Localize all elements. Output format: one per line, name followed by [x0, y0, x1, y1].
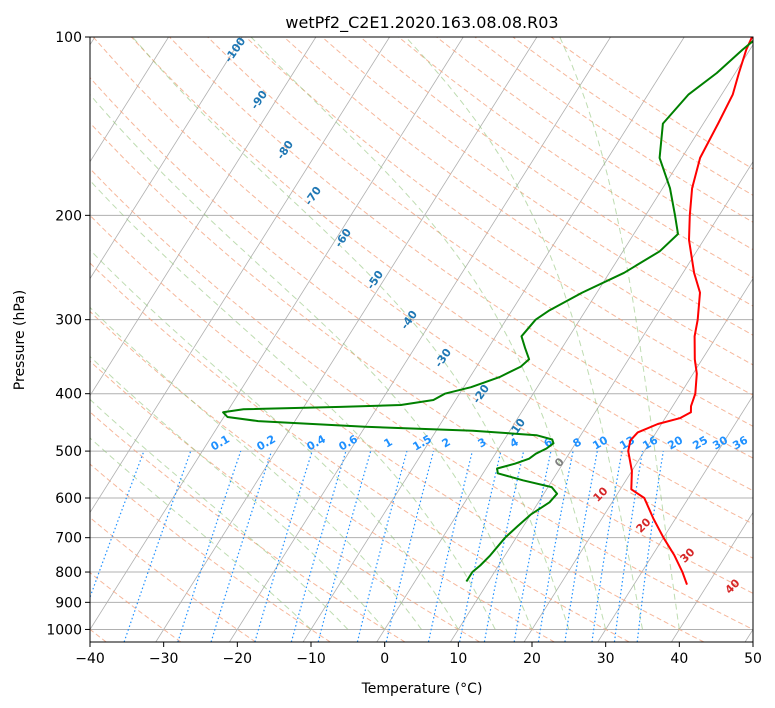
- y-axis: 1000 900 800 700 600 500 400 300 200 100: [46, 30, 90, 638]
- isotherm: [90, 37, 390, 514]
- x-tick-label: 40: [670, 651, 688, 667]
- background-lines: [90, 37, 753, 642]
- x-tick-label: −10: [296, 651, 326, 667]
- mixing-ratio-line: [385, 450, 435, 642]
- isotherm: [523, 277, 753, 642]
- x-axis-title: Temperature (°C): [361, 681, 483, 697]
- moist-adiabat: [405, 37, 643, 630]
- moist-adiabat: [132, 37, 570, 630]
- x-tick-label: 10: [449, 651, 467, 667]
- moist-adiabat: [90, 93, 533, 630]
- dry-adiabat: [245, 37, 753, 396]
- moist-adiabat: [90, 355, 386, 630]
- mixing-ratio-line: [210, 450, 273, 642]
- moist-adiabat: [250, 37, 607, 630]
- mixing-ratio-line: [123, 450, 192, 642]
- isotherm: [671, 511, 753, 642]
- x-tick-label: −30: [149, 651, 179, 667]
- dry-adiabat: [90, 310, 555, 642]
- isotherm: [376, 44, 753, 642]
- dry-adiabat: [283, 37, 753, 366]
- y-tick-label: 700: [55, 531, 82, 547]
- y-tick-label: 300: [55, 313, 82, 329]
- isotherm: [597, 394, 753, 642]
- mixing-ratio-line: [290, 450, 347, 642]
- y-tick-label: 500: [55, 444, 82, 460]
- x-tick-label: 50: [744, 651, 762, 667]
- dewpoint-profile-line: [222, 39, 753, 583]
- y-tick-label: 900: [55, 595, 82, 611]
- x-tick-label: 0: [380, 651, 389, 667]
- dry-adiabat: [90, 214, 705, 642]
- mixing-ratio-line: [177, 450, 242, 642]
- chart-title: wetPf2_C2E1.2020.163.08.08.R03: [285, 13, 558, 33]
- x-tick-label: 30: [597, 651, 615, 667]
- y-tick-label: 100: [55, 30, 82, 46]
- mixing-ratio-line: [317, 450, 372, 642]
- isotherm: [450, 160, 753, 642]
- mixing-ratio-line: [636, 451, 664, 642]
- mixing-ratio-line: [254, 450, 313, 642]
- y-tick-label: 800: [55, 565, 82, 581]
- mixing-ratio-line: [459, 450, 502, 642]
- dry-adiabat: [90, 262, 630, 642]
- mixing-ratio-line: [591, 450, 623, 642]
- dry-adiabat: [90, 463, 331, 642]
- dry-adiabat: [92, 37, 753, 525]
- dry-adiabat: [90, 516, 256, 642]
- x-axis: −40 −30 −20 −10 0 10 20 30 40 50: [75, 642, 762, 667]
- isotherm: [90, 37, 169, 163]
- y-tick-label: 400: [55, 387, 82, 403]
- dry-adiabat: [90, 76, 753, 559]
- dry-adiabat: [131, 37, 753, 492]
- x-tick-label: 20: [523, 651, 541, 667]
- dry-adiabat: [90, 167, 753, 630]
- y-tick-label: 200: [55, 208, 82, 224]
- profile-lines: [222, 37, 753, 585]
- dry-adiabat: [90, 360, 480, 642]
- isotherm: [229, 37, 611, 642]
- x-tick-label: −40: [75, 651, 105, 667]
- moist-adiabat: [90, 179, 496, 630]
- mixing-ratio-line: [356, 450, 408, 642]
- dry-adiabat: [90, 411, 406, 642]
- moist-adiabat: [90, 398, 349, 630]
- y-tick-label: 1000: [46, 622, 82, 638]
- dry-adiabat: [90, 122, 753, 594]
- dry-adiabat: [207, 37, 753, 427]
- plot-frame: [89, 36, 754, 643]
- x-tick-label: −20: [223, 651, 253, 667]
- temperature-profile-line: [627, 37, 753, 585]
- y-axis-title: Pressure (hPa): [12, 290, 28, 390]
- mixing-ratio-line: [613, 450, 644, 642]
- isotherm: [155, 37, 538, 642]
- moist-adiabat: [90, 437, 312, 630]
- mixing-ratio-line: [427, 450, 473, 642]
- moist-adiabat: [90, 306, 422, 630]
- isotherm: [90, 37, 317, 397]
- moist-adiabat: [559, 37, 680, 630]
- isotherm: [90, 37, 464, 631]
- plot-area: [90, 37, 753, 642]
- y-tick-label: 600: [55, 491, 82, 507]
- isotherm: [90, 37, 243, 280]
- mixing-ratio-line: [90, 450, 145, 600]
